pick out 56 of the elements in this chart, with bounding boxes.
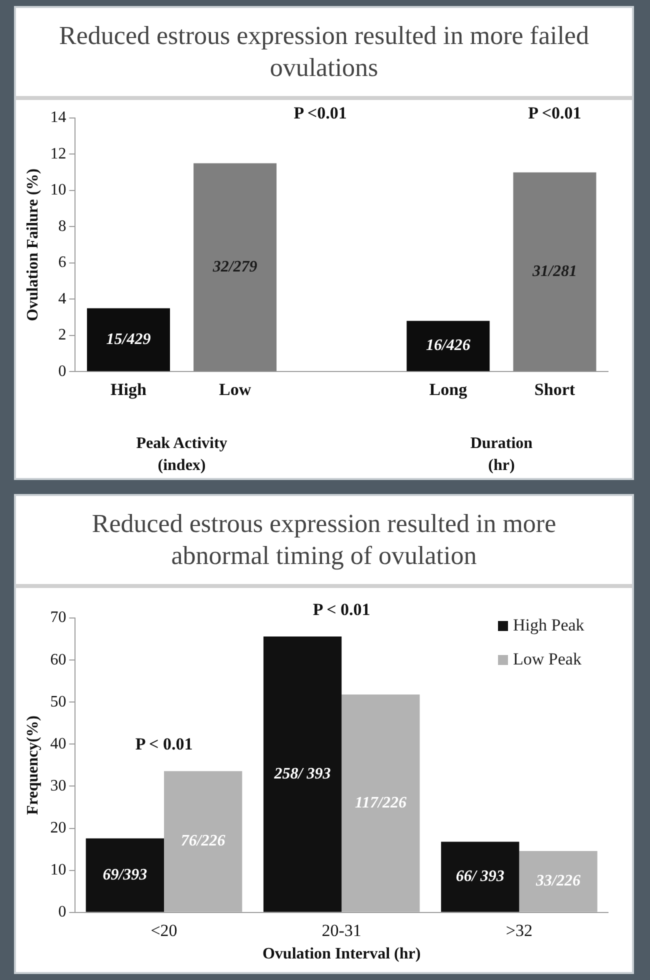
data-label: 16/426 <box>426 337 470 354</box>
bar <box>519 850 598 912</box>
y-tick-label: 8 <box>58 218 66 235</box>
data-label: 76/226 <box>180 832 226 850</box>
x-tick-label: Short <box>534 380 576 400</box>
chart-title: Reduced estrous expression resulted in more abnormal timing of ovulation <box>16 496 632 588</box>
chart-title: Reduced estrous expression resulted in more failed ovulations <box>16 8 632 100</box>
x-tick-label: Low <box>218 380 252 400</box>
data-label: 69/393 <box>102 866 148 884</box>
bar <box>86 308 170 372</box>
bar <box>406 320 490 372</box>
bar <box>194 163 277 372</box>
bar <box>86 838 164 912</box>
bar <box>164 771 242 912</box>
x-tick-label: >32 <box>506 921 532 940</box>
bar <box>263 636 342 912</box>
y-tick-label: 60 <box>50 651 66 668</box>
y-axis-title: Frequency(%) <box>24 716 42 815</box>
y-tick-label: 14 <box>50 109 66 126</box>
bar <box>513 172 596 372</box>
y-tick-label: 6 <box>58 254 66 272</box>
y-tick-label: 10 <box>50 862 66 879</box>
y-tick-label: 70 <box>50 609 66 626</box>
y-axis-title: Ovulation Failure (%) <box>24 168 42 322</box>
text: Duration (hr) <box>470 435 533 474</box>
bar <box>342 694 420 912</box>
annotation: P < 0.01 <box>135 734 193 754</box>
y-tick-label: 40 <box>50 735 66 752</box>
data-label: 32/279 <box>212 258 258 276</box>
y-tick-label: 10 <box>50 182 66 199</box>
data-label: 15/429 <box>106 330 151 348</box>
annotation: P <0.01 <box>528 103 582 122</box>
data-label: 117/226 <box>354 794 406 812</box>
data-label: 33/226 <box>535 872 580 890</box>
x-tick-label: <20 <box>150 921 178 940</box>
y-tick-label: 20 <box>50 819 66 836</box>
legend-label: Low Peak <box>513 649 582 668</box>
data-label: 66/ 393 <box>456 868 504 885</box>
y-tick-label: 4 <box>58 290 66 308</box>
data-label: 258/ 393 <box>273 765 331 782</box>
x-axis-title: Ovulation Interval (hr) <box>262 946 421 963</box>
x-tick-label: High <box>110 380 147 400</box>
y-tick-label: 30 <box>50 777 66 794</box>
data-label: 31/281 <box>531 262 577 280</box>
y-tick-label: 0 <box>58 904 66 921</box>
x-tick-label: 20-31 <box>322 921 362 940</box>
x-tick-label: Long <box>429 380 468 400</box>
bar <box>441 842 520 912</box>
y-tick-label: 0 <box>58 362 66 380</box>
y-tick-label: 2 <box>58 326 66 344</box>
y-tick-label: 12 <box>50 145 66 162</box>
y-tick-label: 50 <box>50 693 66 710</box>
legend-label: High Peak <box>513 615 585 634</box>
annotation: P <0.01 <box>294 103 347 122</box>
annotation: P < 0.01 <box>312 600 370 619</box>
text: Peak Activity (index) <box>136 435 228 474</box>
